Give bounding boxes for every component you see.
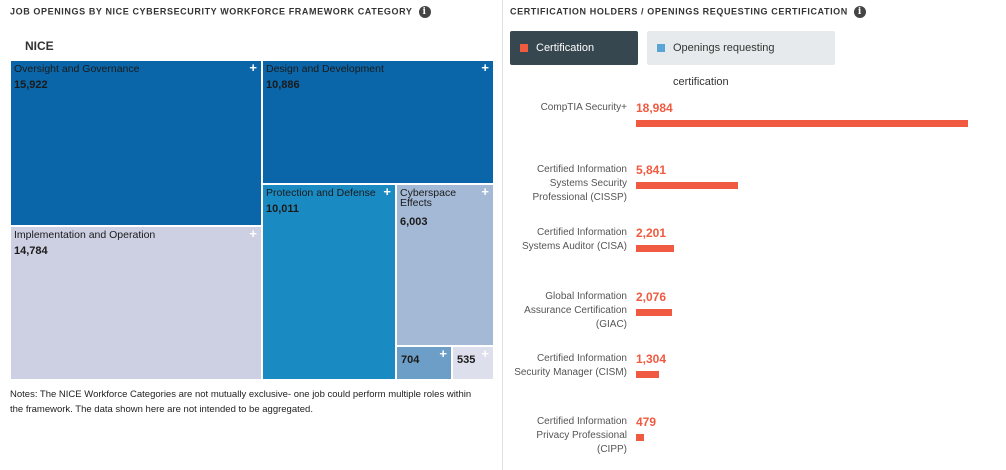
- expand-plus-icon[interactable]: +: [249, 60, 257, 75]
- treemap-tile[interactable]: Design and Development 10,886 +: [262, 60, 494, 184]
- treemap-title-text: JOB OPENINGS BY NICE CYBERSECURITY WORKF…: [10, 6, 413, 17]
- cert-bar[interactable]: [636, 434, 644, 441]
- cert-bar[interactable]: [636, 182, 738, 189]
- treemap-tile-label: Oversight and Governance: [14, 63, 140, 75]
- treemap-tile[interactable]: Oversight and Governance 15,922 +: [10, 60, 262, 226]
- legend-openings-requesting-button[interactable]: Openings requesting certification: [647, 31, 835, 88]
- treemap-panel-title: JOB OPENINGS BY NICE CYBERSECURITY WORKF…: [10, 6, 431, 18]
- cert-category-label: CompTIA Security+: [540, 102, 627, 113]
- expand-plus-icon[interactable]: +: [383, 184, 391, 199]
- treemap-tile-value: 10,011: [266, 203, 300, 215]
- certification-panel-title: CERTIFICATION HOLDERS / OPENINGS REQUEST…: [510, 6, 866, 18]
- treemap-tile[interactable]: Implementation and Operation 14,784 +: [10, 226, 262, 380]
- treemap-tile-value: 704: [401, 354, 420, 366]
- legend-label: Openings requesting certification: [673, 42, 775, 88]
- treemap-tile[interactable]: 535 +: [452, 346, 494, 380]
- treemap-tile-value: 14,784: [14, 245, 48, 257]
- treemap-tile-label: Protection and Defense: [266, 187, 376, 199]
- certification-title-text: CERTIFICATION HOLDERS / OPENINGS REQUEST…: [510, 6, 848, 17]
- cert-value-label: 1,304: [636, 352, 667, 366]
- panel-divider: [502, 0, 503, 470]
- treemap-tile-value: 535: [457, 354, 476, 366]
- treemap-tile-value: 6,003: [400, 216, 428, 228]
- treemap-tile-label: Implementation and Operation: [14, 229, 156, 241]
- cert-bar[interactable]: [636, 120, 968, 127]
- cert-bar[interactable]: [636, 245, 674, 252]
- legend-swatch: [657, 44, 665, 52]
- cert-category-label: Certified Information Systems Auditor (CI…: [521, 227, 627, 252]
- treemap-tile[interactable]: Cyberspace Effects 6,003 +: [396, 184, 494, 346]
- legend-label: Certification holders: [536, 42, 595, 88]
- cert-category-label: Global Information Assurance Certificatio…: [524, 291, 627, 330]
- treemap-tile[interactable]: 704 +: [396, 346, 452, 380]
- treemap-tile-label: Cyberspace Effects: [400, 187, 457, 209]
- cert-value-label: 2,076: [636, 290, 667, 304]
- expand-plus-icon[interactable]: +: [481, 346, 489, 361]
- cert-category-label: Certified Information Systems Security Pro…: [532, 164, 627, 203]
- cert-value-label: 5,841: [636, 163, 667, 177]
- legend-certification-holders-button[interactable]: Certification holders: [510, 31, 638, 88]
- legend-swatch: [520, 44, 528, 52]
- treemap-root-label: NICE: [25, 39, 54, 53]
- treemap-tile-label: Design and Development: [266, 63, 384, 75]
- expand-plus-icon[interactable]: +: [439, 346, 447, 361]
- cert-bar[interactable]: [636, 371, 659, 378]
- expand-plus-icon[interactable]: +: [249, 226, 257, 241]
- cert-value-label: 18,984: [636, 101, 673, 115]
- cert-bar[interactable]: [636, 309, 672, 316]
- expand-plus-icon[interactable]: +: [481, 60, 489, 75]
- cert-category-label: Certified Information Privacy Professiona…: [536, 416, 627, 455]
- cert-value-label: 479: [636, 415, 657, 429]
- info-icon[interactable]: i: [853, 6, 866, 18]
- treemap-notes: Notes: The NICE Workforce Categories are…: [10, 389, 472, 415]
- info-icon[interactable]: i: [418, 6, 431, 18]
- cert-category-label: Certified Information Security Manager (C…: [514, 353, 627, 378]
- treemap-tile-value: 10,886: [266, 79, 300, 91]
- expand-plus-icon[interactable]: +: [481, 184, 489, 199]
- treemap-tile[interactable]: Protection and Defense 10,011 +: [262, 184, 396, 380]
- treemap-tile-value: 15,922: [14, 79, 48, 91]
- cert-value-label: 2,201: [636, 226, 667, 240]
